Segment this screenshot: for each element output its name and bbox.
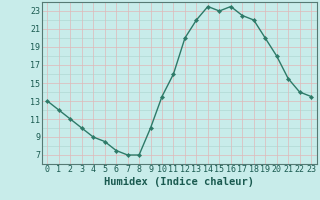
X-axis label: Humidex (Indice chaleur): Humidex (Indice chaleur) [104, 177, 254, 187]
